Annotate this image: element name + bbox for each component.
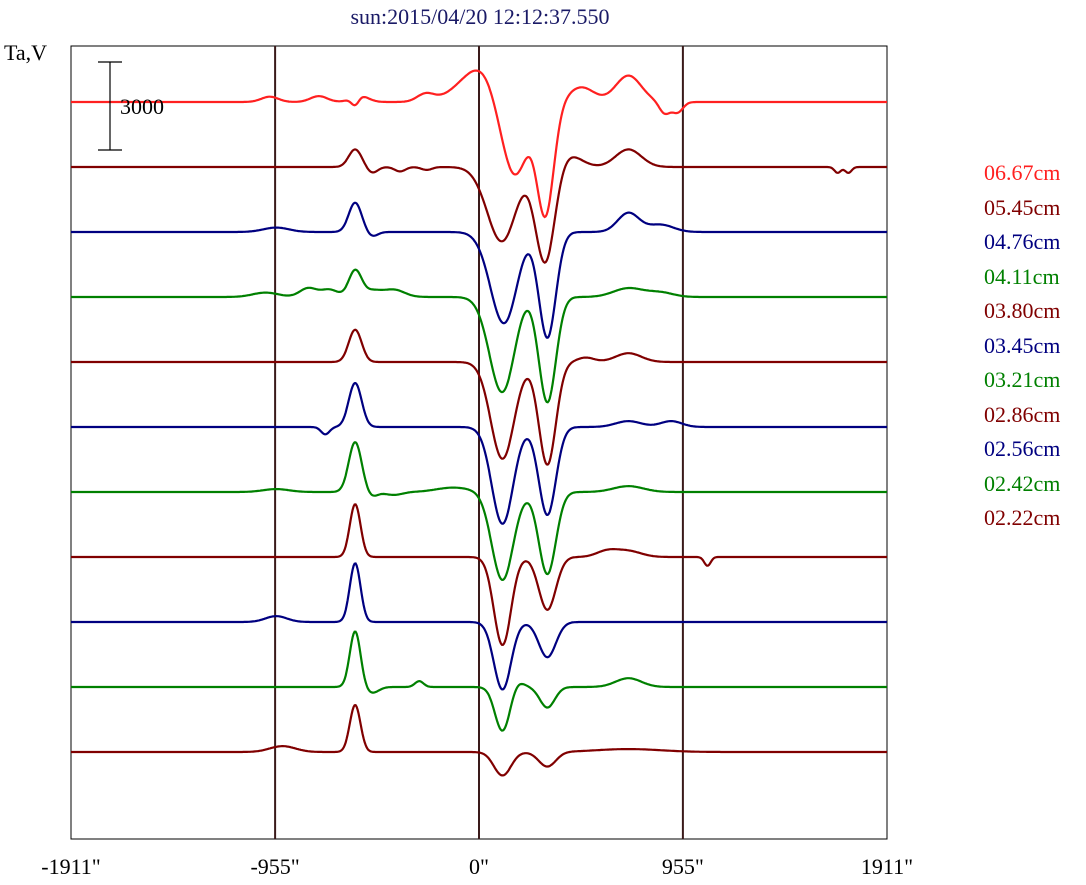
trace-04.11cm (71, 268, 887, 404)
x-tick-label: 1911" (860, 854, 914, 879)
legend-item: 03.45cm (984, 332, 1061, 358)
trace-02.22cm (71, 704, 887, 777)
trace-04.76cm (71, 201, 887, 339)
legend-item: 02.22cm (984, 505, 1061, 530)
legend-item: 04.11cm (984, 263, 1060, 289)
trace-03.45cm (71, 381, 887, 525)
scale-bar-label: 3000 (120, 94, 164, 119)
legend-item: 05.45cm (984, 194, 1061, 220)
legend-item: 03.21cm (984, 367, 1061, 392)
legend-item: 02.42cm (984, 470, 1061, 496)
legend-item: 04.76cm (984, 229, 1061, 254)
trace-05.45cm (71, 148, 887, 264)
x-tick-label: 0" (469, 854, 489, 879)
y-axis-label: Ta,V (4, 40, 48, 65)
trace-06.67cm (71, 69, 887, 219)
legend-item: 02.86cm (984, 401, 1061, 427)
trace-03.80cm (71, 328, 887, 466)
legend-item: 02.56cm (984, 436, 1061, 461)
x-tick-label: -1911" (41, 854, 101, 879)
x-tick-label: 955" (661, 854, 704, 879)
trace-02.56cm (71, 562, 887, 691)
x-tick-label: -955" (250, 854, 300, 879)
legend-item: 03.80cm (984, 298, 1061, 323)
trace-03.21cm (71, 441, 887, 582)
trace-02.86cm (71, 503, 887, 647)
trace-02.42cm (71, 630, 887, 732)
legend-item: 06.67cm (984, 160, 1061, 185)
chart-title: sun:2015/04/20 12:12:37.550 (350, 4, 610, 29)
